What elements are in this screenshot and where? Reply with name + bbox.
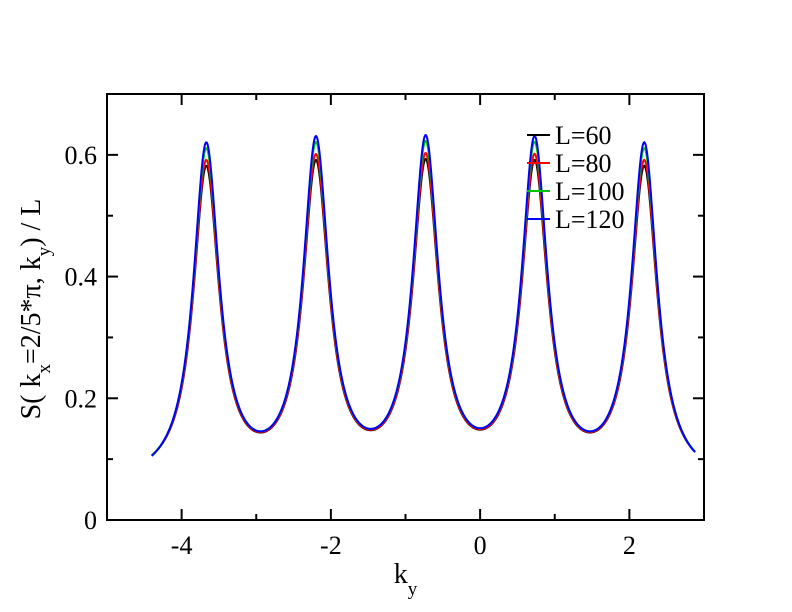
x-tick-label: 2 (623, 531, 636, 560)
ticks-layer (106, 93, 705, 521)
y-tick-label: 0.2 (65, 384, 98, 413)
x-tick-label: -2 (320, 531, 342, 560)
legend-label: L=120 (555, 205, 625, 234)
y-axis-title: S( kx=2/5*π, ky) / L (16, 199, 55, 420)
x-axis-title: ky (394, 559, 418, 600)
series-line-l120 (151, 133, 696, 457)
x-tick-label: 0 (474, 531, 487, 560)
y-tick-label: 0.4 (65, 263, 98, 292)
legend-label: L=100 (555, 177, 625, 206)
series-layer (151, 133, 696, 457)
plot-frame (106, 93, 705, 521)
legend-label: L=80 (555, 149, 612, 178)
tick-labels-layer: -4 -2 0 2 0 0.2 0.4 0.6 (65, 141, 636, 560)
y-tick-label: 0 (84, 506, 97, 535)
legend-label: L=60 (555, 121, 612, 150)
y-tick-label: 0.6 (65, 141, 98, 170)
x-tick-label: -4 (171, 531, 193, 560)
